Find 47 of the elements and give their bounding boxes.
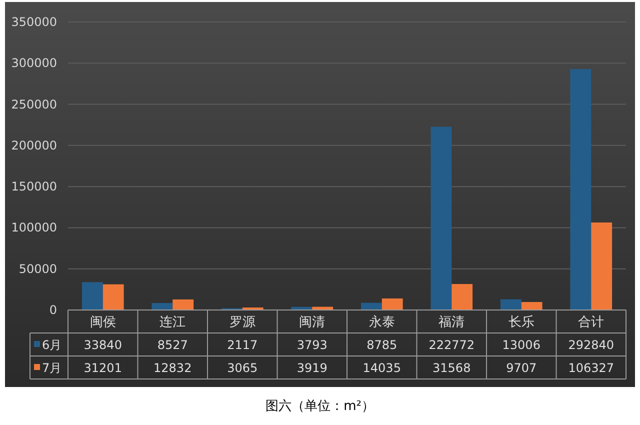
y-tick-label: 0 [49, 303, 57, 317]
y-tick-label: 300000 [11, 56, 57, 70]
data-label: 13006 [502, 338, 540, 352]
y-tick-label: 50000 [18, 262, 57, 276]
x-tick-label: 闽清 [299, 315, 326, 330]
x-tick-label: 长乐 [508, 315, 534, 330]
data-label: 3065 [227, 361, 258, 375]
x-tick-label: 福清 [438, 315, 465, 330]
bar [452, 284, 473, 310]
y-tick-label: 250000 [11, 97, 57, 112]
y-tick-label: 350000 [11, 15, 57, 29]
data-label: 106327 [568, 361, 614, 375]
data-label: 9707 [506, 361, 537, 375]
bar [102, 284, 124, 310]
bar [82, 282, 103, 310]
x-tick-label: 罗源 [229, 315, 256, 330]
bar [521, 302, 542, 310]
data-label: 31201 [84, 361, 122, 375]
y-tick-label: 100000 [11, 220, 57, 235]
data-label: 3793 [296, 338, 328, 352]
bar [152, 302, 173, 310]
bar [591, 222, 612, 310]
y-tick-label: 150000 [11, 180, 57, 194]
data-label: 12832 [154, 361, 192, 375]
data-label: 33840 [84, 338, 122, 352]
x-tick-label: 合计 [578, 315, 604, 330]
data-label: 222772 [428, 338, 475, 352]
y-tick-label: 200000 [11, 138, 57, 152]
bar [500, 299, 522, 310]
x-tick-label: 连江 [160, 315, 186, 330]
x-tick-label: 闽侯 [90, 315, 116, 330]
text: 图六（单位：m²） [266, 399, 374, 414]
bar [430, 126, 452, 310]
data-label: 3919 [296, 361, 328, 375]
data-label: 8527 [157, 338, 188, 352]
bar [382, 298, 403, 310]
data-label: 31568 [432, 361, 471, 375]
data-label: 8785 [366, 338, 398, 352]
bar [360, 302, 382, 310]
bar [570, 69, 592, 310]
bar [172, 299, 194, 310]
data-label: 292840 [568, 338, 614, 352]
data-label: 2117 [227, 338, 258, 352]
data-label: 14035 [362, 361, 401, 375]
legend-label: 6月 [42, 338, 62, 352]
x-tick-label: 永泰 [368, 314, 395, 330]
legend-label: 7月 [42, 361, 62, 375]
